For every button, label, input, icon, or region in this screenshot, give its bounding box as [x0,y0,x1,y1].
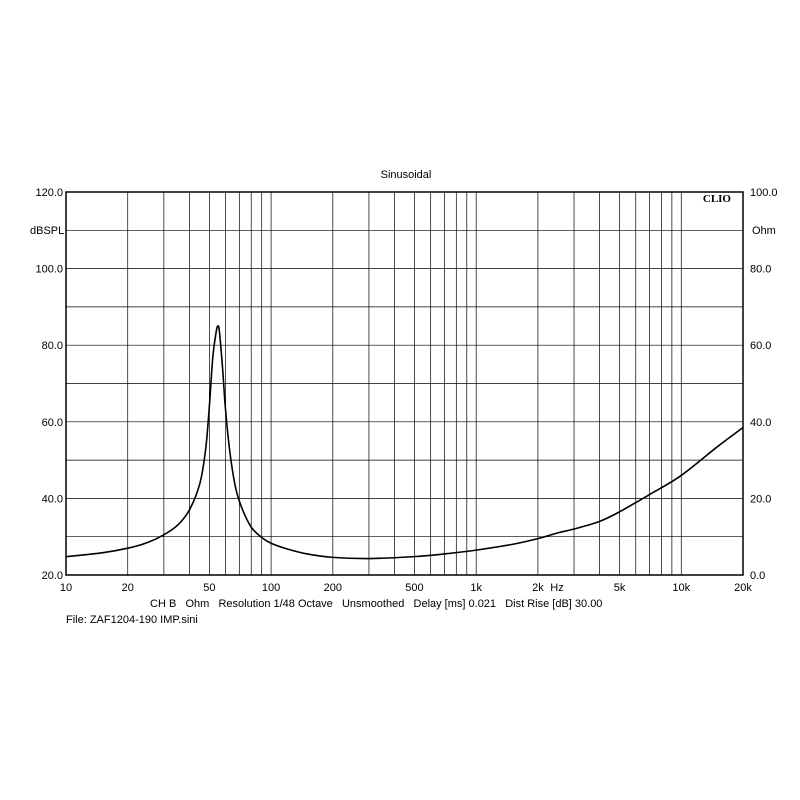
series-layer [65,325,744,560]
x-axis-unit: Hz [550,582,563,594]
right-tick-label: 60.0 [750,340,771,352]
clio-brand-label: CLIO [703,193,732,205]
x-tick-label: 10k [672,582,690,594]
impedance-curve [65,325,744,560]
x-tick-label: 20 [122,582,134,594]
x-tick-label: 50 [203,582,215,594]
x-tick-label: 200 [324,582,342,594]
x-axis: 10 20 50 100 200 500 1k 2k 5k 10k 20k [60,582,752,594]
x-tick-label: 1k [470,582,482,594]
left-tick-label: 20.0 [42,570,63,582]
left-tick-label: 40.0 [42,493,63,505]
right-tick-label: 80.0 [750,264,771,276]
left-tick-label: 80.0 [42,340,63,352]
left-axis-unit: dBSPL [30,225,64,237]
file-name: File: ZAF1204-190 IMP.sini [66,614,198,626]
right-tick-label: 100.0 [750,187,778,199]
left-tick-label: 100.0 [35,264,63,276]
left-tick-label: 60.0 [42,417,63,429]
right-tick-label: 0.0 [750,570,765,582]
left-tick-label: 120.0 [35,187,63,199]
plot-frame [65,191,744,576]
x-tick-label: 2k [532,582,544,594]
right-axis-unit: Ohm [752,225,776,237]
x-tick-label: 500 [405,582,423,594]
right-tick-label: 20.0 [750,493,771,505]
measurement-settings: CH B Ohm Resolution 1/48 Octave Unsmooth… [150,598,603,610]
x-tick-label: 20k [734,582,752,594]
grid [66,192,743,575]
x-tick-label: 5k [614,582,626,594]
left-axis: 20.0 40.0 60.0 80.0 100.0 120.0 [35,187,63,582]
right-tick-label: 40.0 [750,417,771,429]
chart-title: Sinusoidal [381,169,432,181]
right-axis: 0.0 20.0 40.0 60.0 80.0 100.0 [750,187,778,582]
x-tick-label: 10 [60,582,72,594]
x-tick-label: 100 [262,582,280,594]
